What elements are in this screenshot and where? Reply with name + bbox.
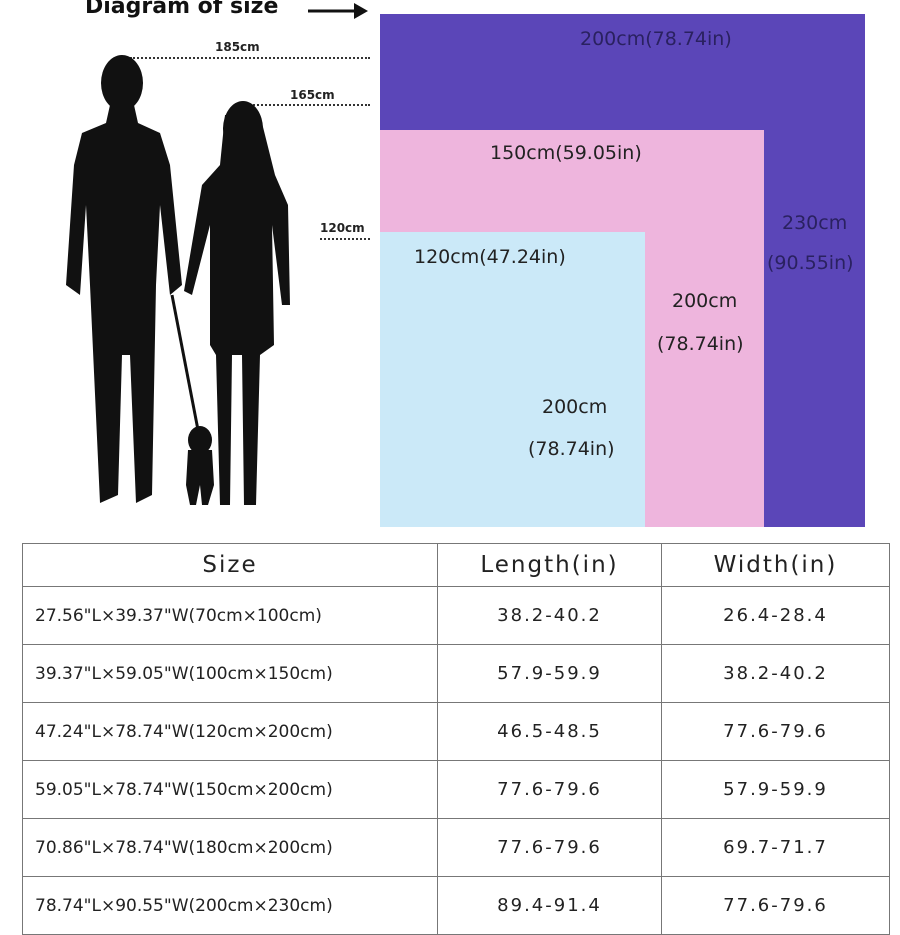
diagram-title: Diagram of size (85, 0, 279, 19)
header-width: Width(in) (661, 543, 890, 587)
width-cell: 77.6-79.6 (661, 876, 890, 935)
small-size-box (380, 232, 645, 527)
woman-height-line (250, 104, 370, 106)
size-table: Size Length(in) Width(in) 27.56"L×39.37"… (22, 543, 890, 935)
large-width-label: 200cm(78.74in) (580, 28, 732, 50)
table-header-row: Size Length(in) Width(in) (22, 543, 890, 587)
small-length-in: (78.74in) (528, 438, 615, 460)
length-cell: 38.2-40.2 (437, 586, 662, 645)
size-cell: 39.37"L×59.05"W(100cm×150cm) (22, 644, 438, 703)
length-cell: 57.9-59.9 (437, 644, 662, 703)
size-cell: 70.86"L×78.74"W(180cm×200cm) (22, 818, 438, 877)
table-row: 59.05"L×78.74"W(150cm×200cm) 77.6-79.6 57.… (22, 760, 890, 819)
arrow-right-icon (308, 3, 368, 19)
table-row: 39.37"L×59.05"W(100cm×150cm) 57.9-59.9 38.… (22, 644, 890, 703)
header-size: Size (22, 543, 438, 587)
woman-height-label: 165cm (290, 88, 335, 102)
medium-width-label: 150cm(59.05in) (490, 142, 642, 164)
dog-height-label: 120cm (320, 221, 365, 235)
man-height-line (130, 57, 370, 59)
people-silhouette-icon (66, 55, 290, 505)
table-row: 47.24"L×78.74"W(120cm×200cm) 46.5-48.5 77.… (22, 702, 890, 761)
small-length-cm: 200cm (542, 396, 608, 418)
table-row: 70.86"L×78.74"W(180cm×200cm) 77.6-79.6 69.… (22, 818, 890, 877)
size-cell: 27.56"L×39.37"W(70cm×100cm) (22, 586, 438, 645)
man-height-label: 185cm (215, 40, 260, 54)
table-row: 27.56"L×39.37"W(70cm×100cm) 38.2-40.2 26.4… (22, 586, 890, 645)
size-cell: 78.74"L×90.55"W(200cm×230cm) (22, 876, 438, 935)
size-cell: 59.05"L×78.74"W(150cm×200cm) (22, 760, 438, 819)
size-cell: 47.24"L×78.74"W(120cm×200cm) (22, 702, 438, 761)
header-length: Length(in) (437, 543, 662, 587)
width-cell: 69.7-71.7 (661, 818, 890, 877)
length-cell: 89.4-91.4 (437, 876, 662, 935)
length-cell: 77.6-79.6 (437, 760, 662, 819)
length-cell: 77.6-79.6 (437, 818, 662, 877)
small-width-label: 120cm(47.24in) (414, 246, 566, 268)
length-cell: 46.5-48.5 (437, 702, 662, 761)
table-row: 78.74"L×90.55"W(200cm×230cm) 89.4-91.4 77.… (22, 876, 890, 935)
large-length-cm: 230cm (782, 212, 848, 234)
width-cell: 26.4-28.4 (661, 586, 890, 645)
medium-length-cm: 200cm (672, 290, 738, 312)
medium-length-in: (78.74in) (657, 333, 744, 355)
large-length-in: (90.55in) (767, 252, 854, 274)
width-cell: 57.9-59.9 (661, 760, 890, 819)
width-cell: 77.6-79.6 (661, 702, 890, 761)
dog-height-line (320, 238, 370, 240)
width-cell: 38.2-40.2 (661, 644, 890, 703)
